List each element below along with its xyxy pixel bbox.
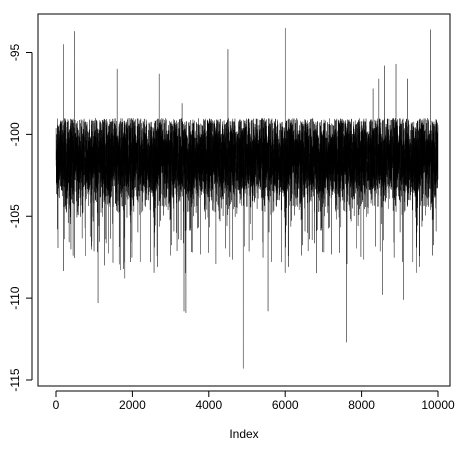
x-axis: 0 2000 4000 6000 8000 10000 — [53, 390, 455, 412]
x-tick-label: 6000 — [272, 398, 299, 412]
y-tick-label: -110 — [8, 286, 22, 309]
x-tick-label: 4000 — [195, 398, 222, 412]
series-line — [55, 27, 439, 369]
series-path — [55, 27, 439, 369]
x-tick-label: 2000 — [119, 398, 146, 412]
x-axis-title: Index — [229, 427, 258, 441]
plot-frame — [37, 13, 451, 387]
y-tick-label: -95 — [8, 44, 22, 62]
y-tick-label: -105 — [8, 204, 22, 228]
y-tick-label: -100 — [8, 122, 22, 146]
y-axis: -95 -100 -105 -110 -115 — [8, 44, 33, 392]
x-tick-label: 0 — [53, 398, 60, 412]
x-tick-label: 10000 — [421, 398, 455, 412]
y-tick-label: -115 — [8, 368, 22, 391]
x-tick-label: 8000 — [348, 398, 375, 412]
